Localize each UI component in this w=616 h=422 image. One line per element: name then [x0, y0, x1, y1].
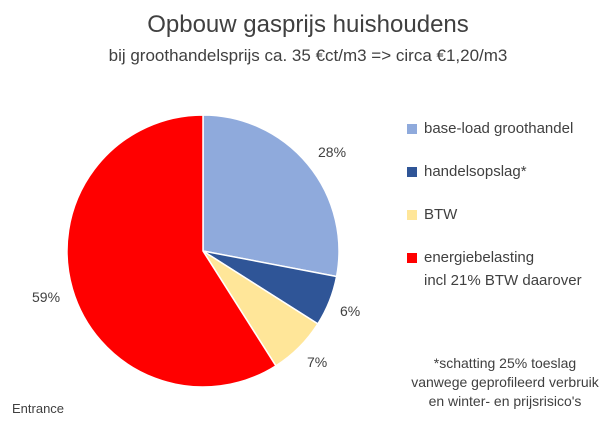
footnote-line: *schatting 25% toeslag — [433, 355, 577, 371]
footnote: *schatting 25% toeslag vanwege geprofile… — [405, 354, 605, 411]
corner-label: Entrance — [12, 401, 65, 416]
slice-label-energiebelasting: 59% — [32, 289, 61, 305]
legend-swatch-handelsopslag — [407, 167, 417, 177]
footnote-line: vanwege geprofileerd verbruik — [411, 374, 599, 390]
legend-label: base-load groothandel — [424, 120, 574, 137]
legend-label-line2: incl 21% BTW daarover — [424, 272, 582, 289]
legend-label: BTW — [424, 206, 458, 223]
legend-swatch-base-load — [407, 124, 417, 134]
legend-label-line1: energiebelasting — [424, 249, 535, 266]
chart-title: Opbouw gasprijs huishoudens — [147, 11, 469, 38]
legend-swatch-energiebelasting — [407, 253, 417, 263]
slice-label-btw: 7% — [307, 354, 328, 370]
pie-slice-3 — [66, 114, 277, 388]
slice-label-handelsopslag: 6% — [340, 303, 361, 319]
legend-label: handelsopslag* — [424, 163, 527, 180]
chart-subtitle: bij groothandelsprijs ca. 35 €ct/m3 => c… — [108, 46, 508, 65]
legend-swatch-btw — [407, 210, 417, 220]
pie-slice-0 — [202, 114, 340, 278]
footnote-line: en winter- en prijsrisico's — [428, 393, 582, 409]
slice-label-base-load: 28% — [318, 144, 347, 160]
